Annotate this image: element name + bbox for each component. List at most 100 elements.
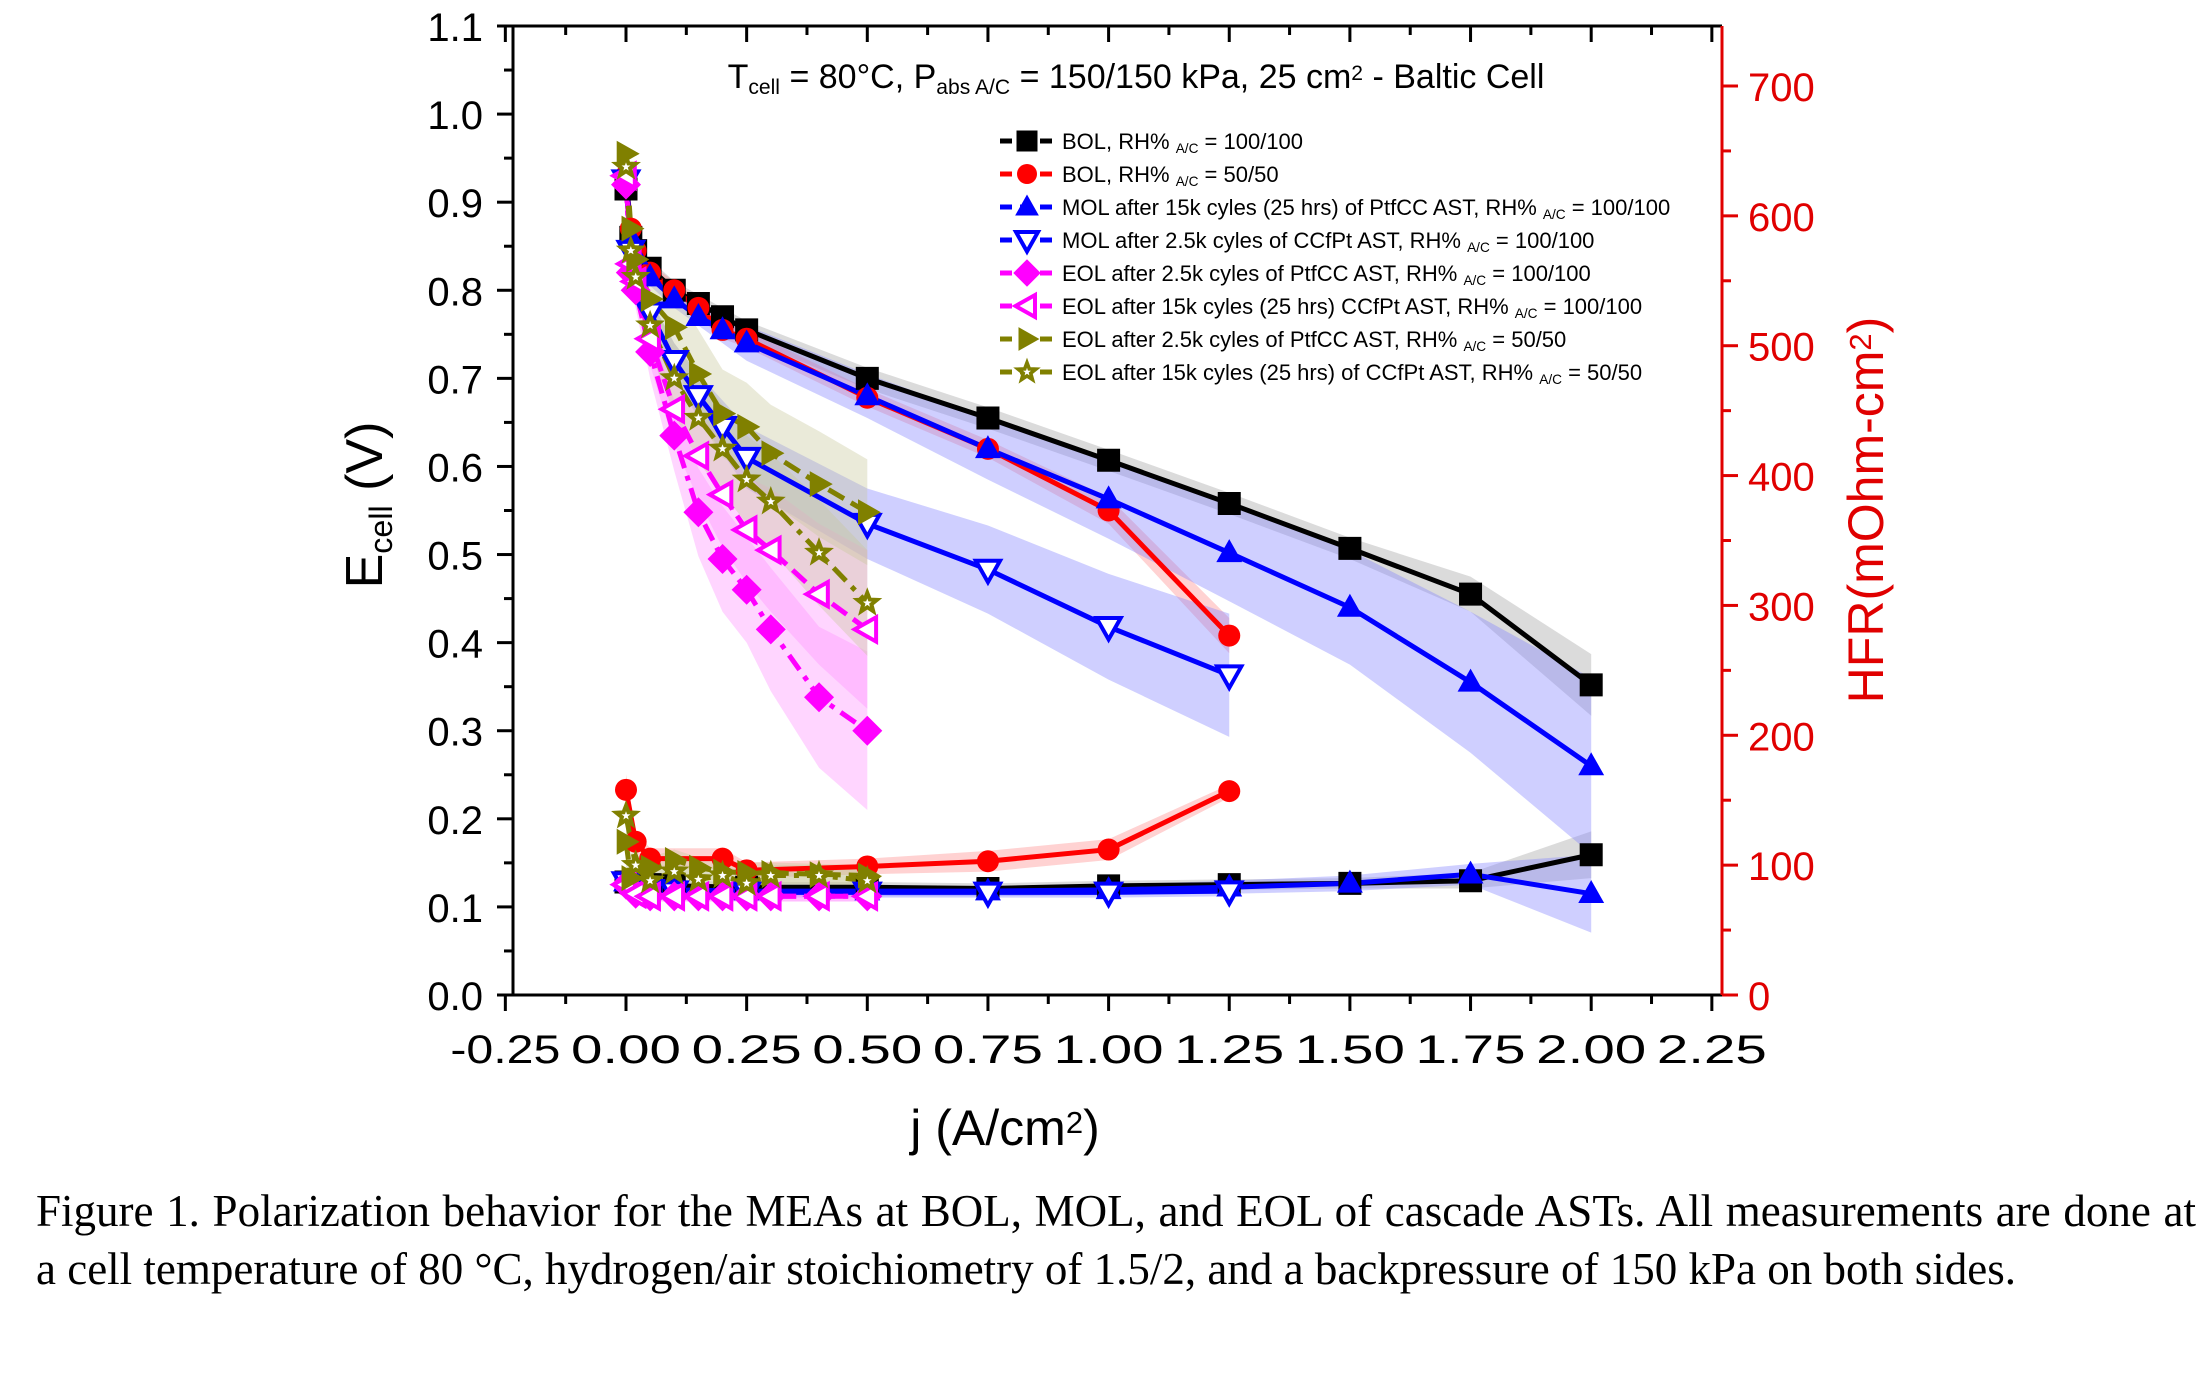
series-5-polarization-point	[705, 479, 734, 511]
series-5-hfr-point	[754, 880, 782, 912]
chart-title: Tcell = 80°C, Pabs A/C = 150/150 kPa, 25…	[728, 58, 1545, 99]
legend-label: EOL after 15k cyles (25 hrs) CCfPt AST, …	[1062, 294, 1642, 321]
series-6-hfr-line	[623, 841, 868, 883]
series-2-polarization-point	[854, 382, 881, 406]
y-tick-label: 0.0	[427, 975, 483, 1019]
series-7-polarization-point-center	[694, 413, 703, 422]
series-3-polarization-point	[658, 349, 690, 378]
legend-label: MOL after 15k cyles (25 hrs) of PtfCC AS…	[1062, 195, 1670, 222]
legend-label-part: MOL after 2.5k cyles of CCfPt AST, RH%	[1062, 228, 1467, 253]
series-2-polarization-point	[1095, 485, 1122, 509]
x-tick-label: 0.25	[692, 1028, 802, 1072]
y2-tick-label: 700	[1748, 66, 1815, 110]
x-axis-label-part: j (A/cm	[908, 1100, 1066, 1156]
y-tick-label: 1.1	[427, 6, 483, 50]
y2-tick-label: 600	[1748, 196, 1815, 240]
series-2-polarization-point	[661, 285, 688, 309]
legend-label-part: BOL, RH%	[1062, 162, 1176, 187]
legend-label-part: A/C	[1176, 141, 1199, 156]
y2-tick-label: 200	[1748, 715, 1815, 759]
legend-marker	[1011, 291, 1037, 321]
series-4-polarization-point	[852, 715, 883, 746]
series-4-polarization-point	[755, 614, 786, 645]
legend-label-part: = 50/50	[1562, 360, 1642, 385]
legend-label-part: = 100/100	[1486, 261, 1591, 286]
x-tick-label: 0.00	[571, 1028, 681, 1072]
x-tick-label: 1.25	[1174, 1028, 1284, 1072]
series-3-polarization-point	[1093, 615, 1125, 644]
series-6-polarization-point	[858, 499, 881, 526]
y2-tick-label: 100	[1748, 845, 1815, 889]
y-tick-label: 0.3	[427, 711, 483, 755]
series-6-polarization-point	[664, 314, 688, 341]
y-tick-label: 0.5	[427, 535, 483, 579]
y-tick-label: 0.8	[427, 270, 483, 314]
y-tick-label: 0.7	[427, 358, 483, 402]
series-7-polarization-point-center	[814, 548, 824, 557]
legend-label-part: = 100/100	[1566, 195, 1671, 220]
series-7-hfr-point-center	[766, 871, 776, 880]
series-4-polarization-point	[707, 543, 738, 574]
series-2-polarization-point	[733, 329, 760, 353]
series-7-polarization-point-center	[669, 373, 679, 383]
series-7-hfr-point-center	[742, 878, 751, 887]
series-6-polarization-point	[640, 286, 664, 313]
series-7-polarization-point-center	[862, 598, 872, 607]
y-tick-label: 0.2	[427, 799, 483, 843]
chart-title-text-part: - Baltic Cell	[1363, 58, 1544, 96]
legend-label-part: MOL after 15k cyles (25 hrs) of PtfCC AS…	[1062, 195, 1543, 220]
series-7-polarization-band	[626, 158, 868, 656]
series-7-hfr-point-center	[814, 871, 824, 880]
series-4-polarization-point	[731, 574, 762, 605]
y2-axis-label-part: )	[1838, 317, 1894, 334]
series-7-polarization-point-center	[621, 162, 631, 171]
series-7-polarization-point-center	[766, 497, 776, 506]
y-tick-label: 0.1	[427, 887, 483, 931]
series-3-hfr-point	[1093, 881, 1125, 910]
legend-label-part: EOL after 15k cyles (25 hrs) CCfPt AST, …	[1062, 294, 1515, 319]
y2-tick-label: 300	[1748, 585, 1815, 629]
series-2-polarization-point	[685, 303, 712, 326]
chart-title-text-part: T	[728, 58, 749, 96]
series-0-polarization-point	[1579, 673, 1603, 697]
x-tick-label: 1.50	[1295, 1028, 1405, 1072]
series-3-polarization-point	[682, 385, 714, 413]
y-axis-label-part: (V)	[336, 422, 394, 506]
y-tick-label: 0.9	[427, 182, 483, 226]
series-0-polarization-point	[1217, 491, 1241, 515]
series-7-hfr-line	[623, 815, 868, 886]
legend-label-part: A/C	[1515, 306, 1538, 321]
legend-label-part: A/C	[1539, 372, 1562, 387]
series-5-polarization-point	[850, 613, 879, 645]
x-axis-label-part: )	[1083, 1100, 1100, 1156]
series-7-polarization-point-center	[626, 246, 636, 255]
series-4-polarization-band	[626, 175, 868, 811]
series-2-hfr-point	[1457, 860, 1484, 884]
x-axis-label-part: 2	[1066, 1105, 1083, 1140]
x-tick-label: 0.75	[933, 1028, 1043, 1072]
y2-axis-label-part: 2	[1843, 333, 1878, 350]
series-1-hfr-point	[976, 850, 999, 873]
series-6-hfr-point	[616, 828, 640, 855]
series-7-hfr-point-center	[645, 876, 655, 885]
x-tick-label: 2.25	[1657, 1028, 1767, 1072]
series-0-hfr-point	[1579, 843, 1603, 867]
series-7-hfr-point-center	[669, 867, 679, 876]
legend-marker	[1017, 164, 1037, 184]
series-2-polarization-point	[1578, 752, 1605, 776]
y-axis-label-part: E	[336, 554, 394, 589]
series-2-polarization-point	[1216, 539, 1243, 563]
series-7-hfr-point-center	[621, 811, 631, 820]
series-2-polarization-point	[709, 316, 736, 340]
legend-label-part: EOL after 2.5k cyles of PtfCC AST, RH%	[1062, 261, 1463, 286]
y2-tick-label: 0	[1748, 975, 1770, 1019]
series-5-polarization-point	[802, 578, 830, 610]
legend-marker-center	[1023, 367, 1031, 376]
legend-label-part: = 50/50	[1198, 162, 1278, 187]
series-2-polarization-point	[1336, 593, 1363, 617]
series-6-polarization-band	[626, 144, 868, 566]
series-0-polarization-point	[1097, 448, 1121, 472]
y-tick-label: 0.4	[427, 623, 483, 667]
series-7-polarization-point-center	[718, 444, 727, 453]
